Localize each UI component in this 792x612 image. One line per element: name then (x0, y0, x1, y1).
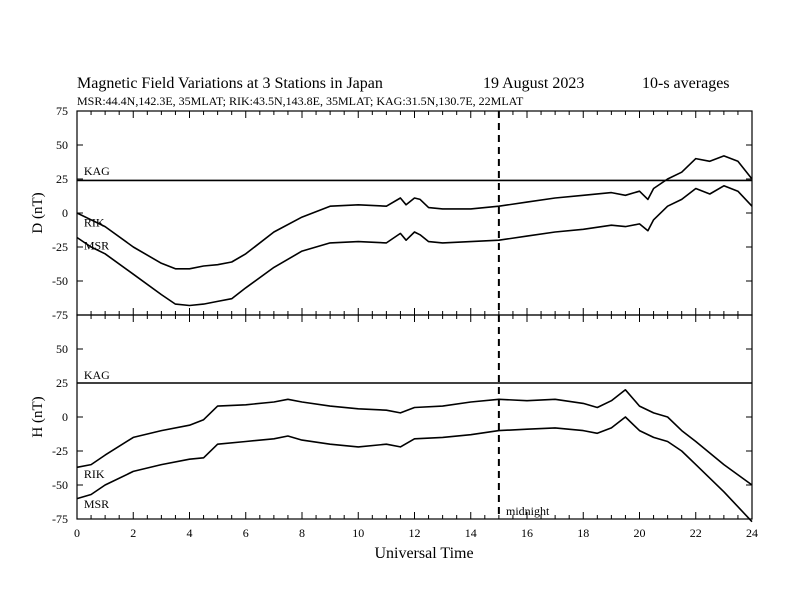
x-tick-label: 0 (74, 526, 80, 540)
y-tick-label: -75 (52, 308, 68, 322)
series-label-msr: MSR (84, 497, 109, 511)
chart-date: 19 August 2023 (483, 75, 584, 92)
x-tick-label: 20 (634, 526, 646, 540)
y-tick-label: 25 (56, 172, 68, 186)
y-tick-label: 0 (62, 206, 68, 220)
y-axis-label: D (nT) (30, 192, 46, 233)
chart-title: Magnetic Field Variations at 3 Stations … (77, 75, 383, 92)
series-line-msr (76, 185, 753, 307)
x-axis-label: Universal Time (374, 545, 473, 562)
x-tick-label: 8 (299, 526, 305, 540)
x-tick-label: 12 (409, 526, 421, 540)
chart-averaging: 10-s averages (642, 75, 730, 92)
x-tick-label: 24 (746, 526, 758, 540)
y-tick-label: -25 (52, 444, 68, 458)
y-tick-label: -25 (52, 240, 68, 254)
y-tick-label: 50 (56, 138, 68, 152)
series-line-rik (76, 155, 753, 270)
series-line-rik (76, 388, 753, 486)
x-tick-label: 22 (690, 526, 702, 540)
midnight-label: midnight (506, 504, 550, 518)
x-tick-label: 14 (465, 526, 477, 540)
y-tick-label: 75 (56, 104, 68, 118)
y-tick-label: -50 (52, 478, 68, 492)
series-label-kag: KAG (84, 164, 110, 178)
y-tick-label: 0 (62, 410, 68, 424)
series-label-rik: RIK (84, 467, 105, 481)
y-tick-label: -75 (52, 512, 68, 526)
chart-subtitle: MSR:44.4N,142.3E, 35MLAT; RIK:43.5N,143.… (77, 94, 524, 108)
series-label-msr: MSR (84, 239, 109, 253)
x-tick-label: 2 (130, 526, 136, 540)
series-label-kag: KAG (84, 368, 110, 382)
series-line-msr (76, 416, 753, 523)
y-axis-label: H (nT) (30, 396, 46, 437)
y-tick-label: 25 (56, 376, 68, 390)
series-label-rik: RIK (84, 216, 105, 230)
x-tick-label: 4 (187, 526, 193, 540)
x-tick-label: 6 (243, 526, 249, 540)
y-tick-label: -50 (52, 274, 68, 288)
x-tick-label: 16 (521, 526, 533, 540)
y-tick-label: 50 (56, 342, 68, 356)
x-tick-label: 18 (577, 526, 589, 540)
x-tick-label: 10 (352, 526, 364, 540)
d-component-panel: -75 -50 -25 0 25 50 75 D (nT) KAG RIK MSR (30, 104, 753, 322)
